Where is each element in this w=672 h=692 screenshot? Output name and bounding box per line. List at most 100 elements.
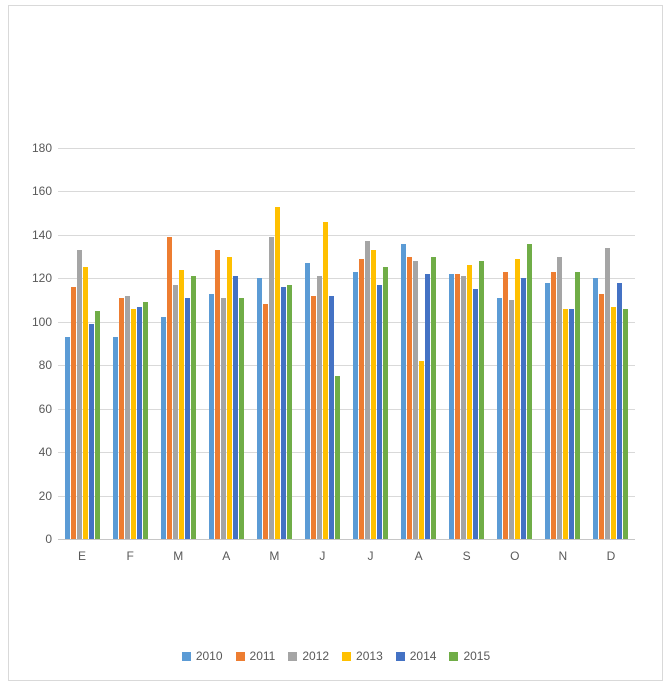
bar-group-7 bbox=[346, 148, 394, 539]
legend-item-2012: 2012 bbox=[288, 649, 329, 663]
bar-2010-4 bbox=[208, 293, 214, 539]
bar-2011-1 bbox=[70, 287, 76, 539]
bar-2010-10 bbox=[497, 297, 503, 539]
legend-item-2014: 2014 bbox=[395, 649, 437, 663]
gridline-100 bbox=[58, 321, 635, 323]
bar-group-8 bbox=[395, 148, 443, 539]
legend-item-2010: 2010 bbox=[181, 649, 223, 663]
y-tick-label-60: 60 bbox=[38, 401, 52, 416]
bar-2013-1 bbox=[82, 267, 88, 539]
gridline-40 bbox=[58, 452, 635, 454]
bar-2012-8 bbox=[413, 260, 419, 539]
bar-2013-10 bbox=[515, 258, 521, 539]
legend-label-2014: 2014 bbox=[409, 649, 437, 663]
bar-2011-4 bbox=[214, 250, 220, 539]
bar-2015-9 bbox=[479, 260, 485, 539]
y-tick-label-120: 120 bbox=[31, 271, 52, 286]
gridline-60 bbox=[58, 408, 635, 410]
bar-2010-11 bbox=[545, 282, 551, 539]
bar-2014-11 bbox=[569, 308, 575, 539]
gridline-20 bbox=[58, 495, 635, 497]
bar-2011-2 bbox=[118, 297, 124, 539]
bar-2011-8 bbox=[407, 256, 413, 539]
bar-2011-3 bbox=[166, 237, 172, 539]
bar-2013-11 bbox=[563, 308, 569, 539]
x-tick-label-12: D bbox=[606, 549, 616, 563]
bar-2011-6 bbox=[310, 295, 316, 539]
gridline-160 bbox=[58, 191, 635, 193]
legend-swatch-2015 bbox=[449, 651, 459, 661]
bar-2012-1 bbox=[76, 250, 82, 539]
bar-2015-2 bbox=[142, 302, 148, 539]
legend: 2010 2011 2012 2013 2014 2015 bbox=[0, 649, 672, 663]
bar-2010-5 bbox=[256, 278, 262, 539]
bar-group-4 bbox=[202, 148, 250, 539]
y-tick-label-80: 80 bbox=[38, 358, 52, 373]
bar-2014-10 bbox=[521, 278, 527, 539]
bar-2013-7 bbox=[371, 250, 376, 539]
legend-label-2013: 2013 bbox=[356, 649, 383, 663]
legend-item-2015: 2015 bbox=[449, 649, 490, 663]
x-tick-label-7: J bbox=[367, 549, 374, 563]
y-tick-label-20: 20 bbox=[38, 488, 52, 503]
y-tick-label-100: 100 bbox=[31, 314, 52, 329]
bar-2013-8 bbox=[419, 360, 425, 539]
y-tick-label-160: 160 bbox=[31, 184, 52, 199]
bar-2015-11 bbox=[575, 271, 581, 539]
bar-2015-5 bbox=[286, 284, 292, 539]
legend-label-2010: 2010 bbox=[195, 649, 223, 663]
bar-2014-3 bbox=[184, 297, 190, 539]
legend-swatch-2010 bbox=[181, 651, 191, 661]
bar-2010-7 bbox=[353, 271, 358, 539]
bar-2015-6 bbox=[334, 376, 340, 539]
bar-2011-10 bbox=[503, 271, 509, 539]
bar-2015-10 bbox=[527, 243, 533, 539]
bar-group-11 bbox=[539, 148, 587, 539]
y-tick-label-180: 180 bbox=[31, 141, 52, 155]
bar-2011-7 bbox=[359, 258, 364, 539]
bar-2010-6 bbox=[304, 263, 310, 539]
bar-2012-12 bbox=[605, 247, 611, 539]
bar-2012-5 bbox=[268, 237, 274, 539]
bar-2015-12 bbox=[623, 308, 629, 539]
bar-2011-11 bbox=[551, 271, 557, 539]
legend-swatch-2013 bbox=[342, 651, 352, 661]
bar-2013-6 bbox=[322, 221, 328, 539]
bar-2012-2 bbox=[124, 295, 130, 539]
x-tick-label-1: E bbox=[78, 549, 87, 563]
bar-2010-12 bbox=[593, 278, 599, 539]
bar-group-10 bbox=[491, 148, 539, 539]
y-tick-label-140: 140 bbox=[31, 227, 52, 242]
bar-2011-5 bbox=[262, 304, 268, 539]
gridline-120 bbox=[58, 278, 635, 280]
bar-2014-1 bbox=[88, 323, 94, 539]
bar-2012-6 bbox=[316, 276, 322, 539]
bar-2012-7 bbox=[365, 241, 370, 539]
bar-2012-9 bbox=[461, 276, 467, 539]
bar-group-1 bbox=[58, 148, 106, 539]
bar-2015-1 bbox=[94, 310, 100, 539]
legend-swatch-2011 bbox=[235, 651, 245, 661]
bar-2015-7 bbox=[383, 267, 388, 539]
legend-swatch-2014 bbox=[395, 651, 405, 661]
bar-2011-12 bbox=[599, 293, 605, 539]
legend-item-2013: 2013 bbox=[342, 649, 383, 663]
bar-2014-2 bbox=[136, 306, 142, 539]
bar-2015-8 bbox=[431, 256, 437, 539]
legend-label-2015: 2015 bbox=[463, 649, 491, 663]
bar-group-2 bbox=[106, 148, 154, 539]
bar-2013-12 bbox=[611, 306, 617, 539]
bar-group-6 bbox=[298, 148, 346, 539]
x-tick-label-9: S bbox=[462, 549, 471, 563]
bar-2014-8 bbox=[425, 274, 431, 539]
legend-item-2011: 2011 bbox=[235, 649, 275, 663]
x-tick-label-4: A bbox=[222, 549, 231, 563]
legend-swatch-2012 bbox=[288, 651, 298, 661]
bar-groups bbox=[58, 148, 635, 539]
bar-2013-3 bbox=[178, 269, 184, 539]
bar-2013-2 bbox=[130, 308, 136, 539]
bar-2010-3 bbox=[160, 317, 166, 539]
bar-2014-5 bbox=[280, 287, 286, 539]
bar-2012-10 bbox=[509, 300, 515, 539]
